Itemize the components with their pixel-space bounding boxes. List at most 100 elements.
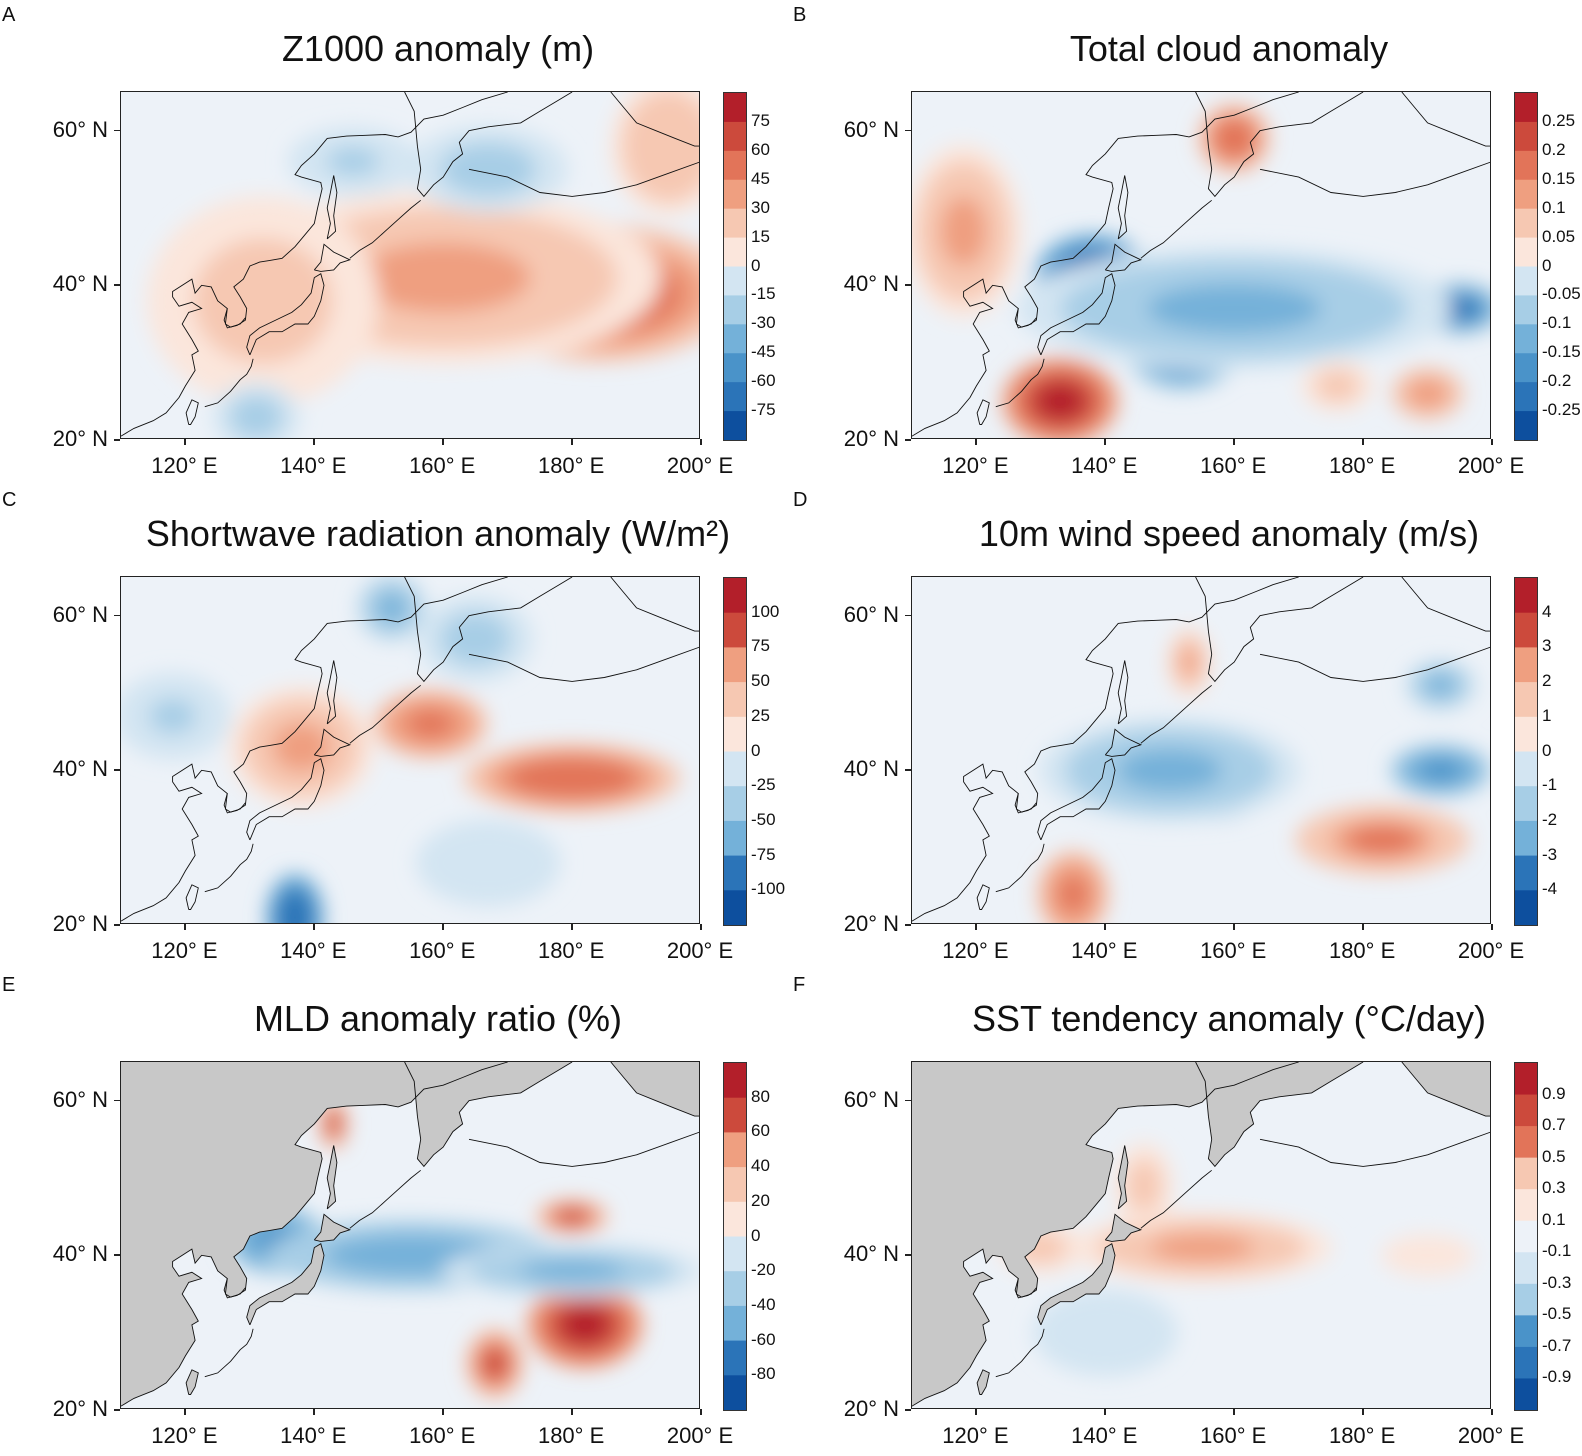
colorbar-bin <box>1515 612 1537 648</box>
y-tick-label: 20° N <box>52 426 108 451</box>
colorbar-tick-label: 2 <box>1542 671 1552 691</box>
coastline <box>185 884 199 910</box>
x-tick-mark <box>1104 1409 1106 1415</box>
colorbar-tick-label: 0.1 <box>1542 1209 1566 1229</box>
anomaly-feature <box>456 151 521 187</box>
colorbar-bin <box>1515 751 1537 787</box>
x-tick-mark <box>1104 924 1106 930</box>
colorbar-bin <box>1515 411 1537 440</box>
colorbar-bin <box>1515 647 1537 683</box>
anomaly-feature <box>557 1209 587 1224</box>
colorbar-tick-label: -60 <box>751 371 776 391</box>
coastline <box>1195 577 1364 683</box>
colorbar <box>1514 92 1538 441</box>
x-tick-label: 180° E <box>1328 453 1396 478</box>
colorbar <box>723 1062 747 1411</box>
colorbar-bin <box>1515 237 1537 267</box>
colorbar-bin <box>724 716 746 752</box>
x-tick-label: 160° E <box>409 1423 476 1448</box>
colorbar-bin <box>724 324 746 354</box>
anomaly-feature <box>1420 759 1461 781</box>
coastline <box>1140 1169 1212 1229</box>
y-tick-mark <box>905 284 911 286</box>
colorbar-tick-label: 60 <box>751 139 770 159</box>
anomaly-feature <box>1132 1168 1156 1204</box>
coastline <box>313 1213 352 1242</box>
colorbar-tick-label: 75 <box>751 110 770 130</box>
anomaly-feature <box>238 402 274 431</box>
colorbar-bin <box>1515 820 1537 857</box>
x-tick-mark <box>1233 924 1235 930</box>
panel-b: B Total cloud anomaly 20° N 40° N 60° N 120° … <box>791 0 1582 485</box>
coastline <box>912 1062 1299 1407</box>
land-mask <box>186 1369 199 1395</box>
coastline <box>1140 684 1212 744</box>
anomaly-feature <box>216 259 310 343</box>
colorbar-bin <box>1515 382 1537 412</box>
contour-map <box>121 1062 699 1408</box>
x-tick-label: 160° E <box>1200 1423 1267 1448</box>
anomaly-feature <box>1180 648 1198 676</box>
anomaly-feature <box>519 1260 625 1282</box>
colorbar-tick-label: 0 <box>751 255 761 275</box>
y-tick-mark <box>905 129 911 132</box>
panel-title: MLD anomaly ratio (%) <box>253 998 623 1039</box>
x-tick-mark <box>313 1409 315 1415</box>
colorbar-tick-label: 0 <box>751 740 761 760</box>
colorbar-bin <box>1515 890 1537 925</box>
colorbar-bin <box>1515 1346 1537 1379</box>
panel-f: F SST tendency anomaly (°C/day) 20° N 40° N… <box>791 970 1582 1455</box>
colorbar-bin <box>724 682 746 718</box>
colorbar-tick-label: 0.25 <box>1542 110 1576 130</box>
x-tick-mark <box>571 439 573 445</box>
colorbar-bin <box>1515 1063 1537 1096</box>
colorbar-tick-label: -4 <box>1542 879 1558 899</box>
coastline <box>185 399 199 425</box>
panel-c: C Shortwave radiation anomaly (W/m²) 20° N… <box>0 485 791 970</box>
x-tick-label: 160° E <box>1200 453 1267 478</box>
colorbar-bin <box>1515 324 1537 354</box>
x-tick-mark <box>1491 439 1493 445</box>
colorbar-bin <box>724 855 746 891</box>
coastline <box>1015 1278 1037 1298</box>
map-area <box>120 576 700 924</box>
x-tick-mark <box>1362 439 1364 445</box>
x-tick-label: 140° E <box>1071 1423 1138 1448</box>
colorbar-tick-label: 0.7 <box>1542 1115 1566 1135</box>
x-tick-label: 180° E <box>537 1423 605 1448</box>
coastline <box>326 660 338 725</box>
colorbar-tick-label: -0.3 <box>1542 1272 1572 1292</box>
y-tick-mark <box>114 1254 120 1256</box>
colorbar-tick-label: 25 <box>751 705 770 725</box>
coastline <box>1259 646 1490 682</box>
x-tick-label: 160° E <box>1200 938 1267 963</box>
x-tick-label: 200° E <box>1457 938 1525 963</box>
coastline <box>1037 758 1116 841</box>
contour-map <box>121 92 699 438</box>
colorbar-bin <box>724 411 746 440</box>
colorbar-bin <box>1515 1220 1537 1253</box>
colorbar-bin <box>1515 93 1537 123</box>
colorbar-bin <box>1515 855 1537 891</box>
panel-title: 10m wind speed anomaly (m/s) <box>978 513 1480 554</box>
colorbar-bin <box>724 578 746 614</box>
anomaly-feature <box>326 147 380 176</box>
anomaly-feature <box>459 845 518 881</box>
y-tick-label: 40° N <box>843 1241 899 1267</box>
anomaly-feature <box>645 118 692 174</box>
coastline <box>1140 199 1212 259</box>
x-tick-label: 140° E <box>1071 938 1138 963</box>
colorbar-tick-label: -45 <box>751 342 776 362</box>
anomaly-feature <box>1425 674 1455 696</box>
anomaly-feature <box>353 1241 469 1270</box>
panel-d: D 10m wind speed anomaly (m/s) 20° N 40° N 6… <box>791 485 1582 970</box>
anomaly-feature <box>149 698 196 734</box>
y-tick-label: 20° N <box>52 1396 108 1421</box>
x-tick-mark <box>1491 1409 1493 1415</box>
x-tick-label: 180° E <box>1328 938 1396 963</box>
x-tick-mark <box>442 924 444 930</box>
colorbar-bin <box>724 1097 746 1133</box>
colorbar-tick-label: 20 <box>751 1190 770 1210</box>
y-tick-mark <box>114 614 120 617</box>
colorbar-bin <box>724 786 746 822</box>
